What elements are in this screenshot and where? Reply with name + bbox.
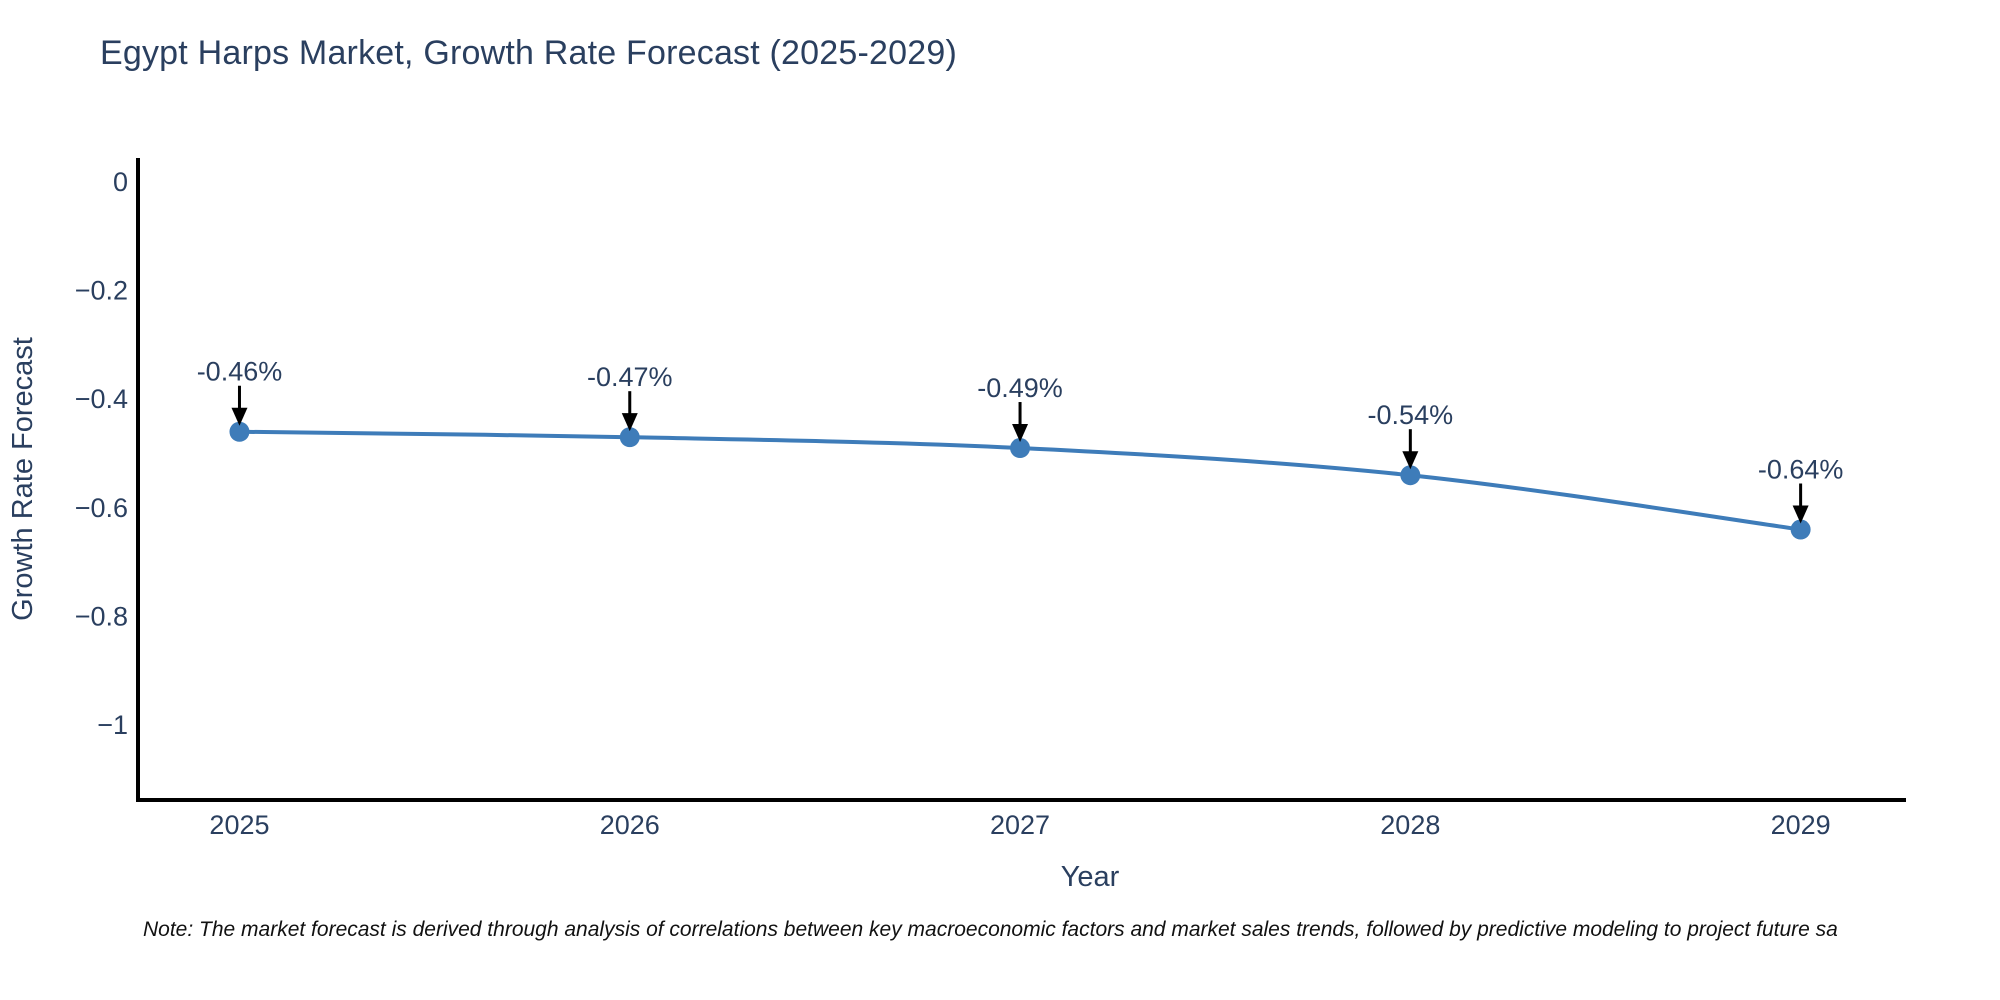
data-point-2027[interactable] — [1010, 438, 1031, 459]
x-tick-label: 2026 — [600, 810, 660, 840]
y-axis-title: Growth Rate Forecast — [7, 337, 39, 621]
chart-note: Note: The market forecast is derived thr… — [143, 918, 1838, 941]
x-tick-label: 2029 — [1771, 810, 1831, 840]
annotation-arrowhead-icon — [1792, 505, 1809, 524]
data-point-2029[interactable] — [1790, 519, 1811, 540]
x-tick-label: 2025 — [209, 810, 269, 840]
x-tick-label: 2028 — [1380, 810, 1440, 840]
point-value-label: -0.54% — [1368, 400, 1454, 430]
y-tick-label: −0.4 — [75, 384, 128, 414]
data-point-2028[interactable] — [1400, 465, 1421, 486]
data-point-2025[interactable] — [229, 421, 250, 442]
chart-title: Egypt Harps Market, Growth Rate Forecast… — [100, 34, 957, 72]
annotation-arrowhead-icon — [231, 407, 248, 426]
point-value-label: -0.47% — [587, 362, 673, 392]
data-point-2026[interactable] — [619, 427, 640, 448]
y-tick-label: −0.2 — [75, 276, 128, 306]
y-tick-label: −1 — [97, 710, 128, 740]
annotation-arrowhead-icon — [1402, 451, 1419, 470]
point-value-label: -0.64% — [1758, 455, 1844, 485]
point-value-label: -0.49% — [977, 373, 1063, 403]
y-tick-label: −0.6 — [75, 493, 128, 523]
y-tick-label: 0 — [113, 167, 128, 197]
annotation-arrowhead-icon — [621, 413, 638, 432]
y-tick-label: −0.8 — [75, 601, 128, 631]
x-axis-title: Year — [1061, 861, 1120, 893]
annotation-arrowhead-icon — [1012, 424, 1029, 443]
x-tick-label: 2027 — [990, 810, 1050, 840]
point-value-label: -0.46% — [197, 357, 283, 387]
